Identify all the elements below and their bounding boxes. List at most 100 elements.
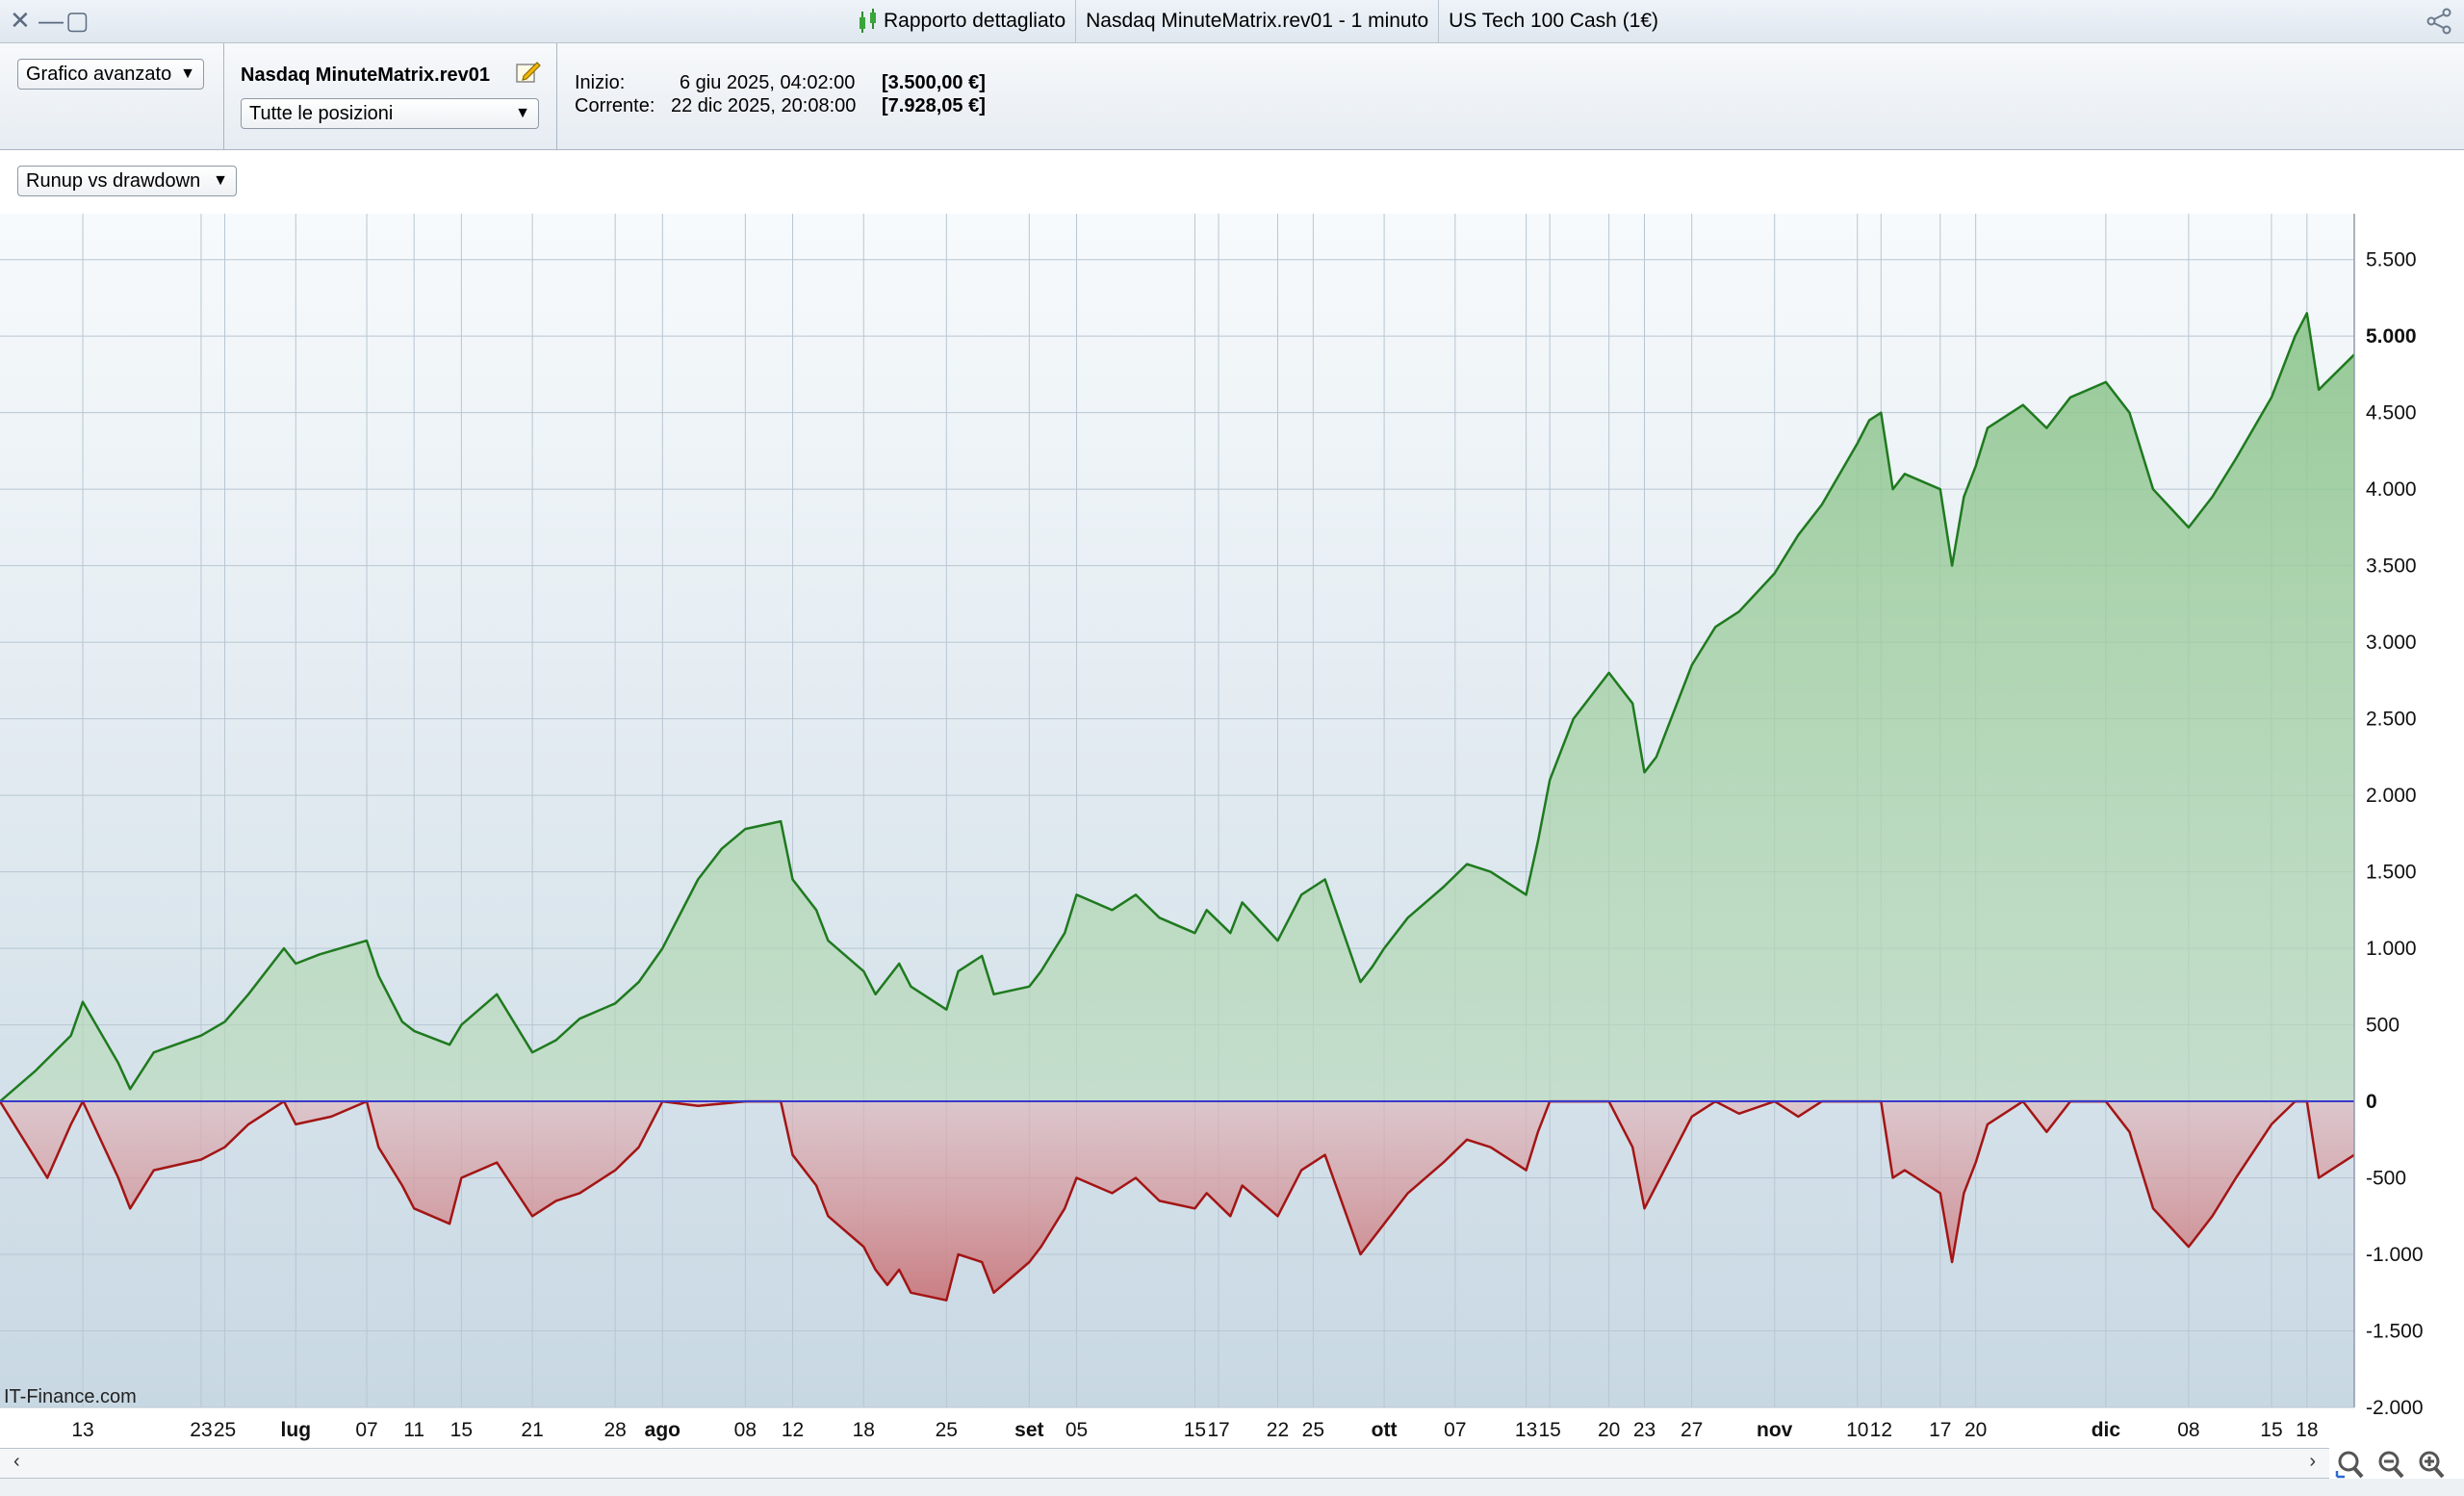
x-tick-label: 07 <box>1444 1419 1466 1441</box>
title-bar: ✕ — ▢ Rapporto dettagliato Nasdaq Minute… <box>0 0 2464 43</box>
x-tick-label: 15 <box>2260 1419 2282 1441</box>
y-tick-label: 1.000 <box>2366 938 2417 960</box>
x-tick-label: 17 <box>1207 1419 1229 1441</box>
x-tick-label: ago <box>645 1419 680 1441</box>
x-tick-label: 15 <box>1539 1419 1561 1441</box>
tab-label: Nasdaq MinuteMatrix.rev01 - 1 minuto <box>1086 10 1429 32</box>
minimize-window-icon[interactable]: — <box>38 6 64 35</box>
x-tick-label: 08 <box>734 1419 757 1441</box>
strategy-name: Nasdaq MinuteMatrix.rev01 <box>241 64 490 86</box>
chart-mode-select-value: Runup vs drawdown <box>26 170 201 192</box>
y-tick-label: 5.500 <box>2366 249 2417 271</box>
horizontal-scrollbar[interactable]: ‹ › <box>0 1448 2329 1479</box>
y-tick-label: 5.000 <box>2366 325 2417 348</box>
y-tick-label: 500 <box>2366 1015 2400 1037</box>
y-tick-label: -500 <box>2366 1168 2406 1190</box>
x-tick-label: 23 <box>1633 1419 1656 1441</box>
y-axis-labels: 5.500 5.000 4.500 4.000 3.500 3.000 2.500 2.000… <box>2366 249 2424 1419</box>
report-header: Grafico avanzato ▼ Nasdaq MinuteMatrix.r… <box>0 43 2464 150</box>
x-tick-label: 25 <box>936 1419 958 1441</box>
scroll-left-icon[interactable]: ‹ <box>13 1451 20 1472</box>
x-tick-label: 13 <box>71 1419 93 1441</box>
x-tick-label: 12 <box>782 1419 804 1441</box>
x-tick-label: ott <box>1372 1419 1398 1441</box>
share-icon[interactable] <box>2426 8 2452 35</box>
zoom-out-icon[interactable] <box>2374 1448 2408 1481</box>
x-tick-label: set <box>1014 1419 1043 1441</box>
chevron-down-icon: ▼ <box>515 105 530 121</box>
positions-select[interactable]: Tutte le posizioni ▼ <box>241 98 539 129</box>
title-tabs: Rapporto dettagliato Nasdaq MinuteMatrix… <box>847 0 1668 42</box>
x-tick-label: 12 <box>1870 1419 1892 1441</box>
x-tick-label: 23 <box>190 1419 212 1441</box>
drawdown-line <box>0 1099 2355 1302</box>
x-tick-label: 18 <box>853 1419 875 1441</box>
scroll-right-icon[interactable]: › <box>2309 1451 2316 1472</box>
current-date: 22 dic 2025, 20:08:00 <box>671 95 857 116</box>
x-tick-label: 20 <box>1598 1419 1620 1441</box>
x-tick-label: 27 <box>1681 1419 1703 1441</box>
x-tick-label: 28 <box>603 1419 626 1441</box>
x-axis-labels: 13 23 25 lug 07 11 15 21 28 ago 08 12 18 25 set 05 15 17 2… <box>71 1419 2318 1441</box>
x-tick-label: 05 <box>1065 1419 1088 1441</box>
y-tick-label: 3.000 <box>2366 632 2417 654</box>
tab-strategy[interactable]: Nasdaq MinuteMatrix.rev01 - 1 minuto <box>1076 0 1440 42</box>
chevron-down-icon: ▼ <box>213 172 228 189</box>
x-tick-label: 08 <box>2177 1419 2199 1441</box>
y-tick-label: 2.000 <box>2366 785 2417 807</box>
x-tick-label: 17 <box>1929 1419 1951 1441</box>
x-tick-label: nov <box>1757 1419 1793 1441</box>
current-label: Corrente: <box>575 95 655 116</box>
x-tick-label: 11 <box>403 1419 424 1441</box>
x-tick-label: 13 <box>1515 1419 1537 1441</box>
x-tick-label: 10 <box>1846 1419 1868 1441</box>
x-tick-label: lug <box>281 1419 312 1441</box>
x-tick-label: 20 <box>1964 1419 1987 1441</box>
runup-line <box>0 312 2355 1103</box>
x-tick-label: 25 <box>1302 1419 1324 1441</box>
edit-pencil-icon[interactable] <box>514 57 543 86</box>
y-tick-label: -1.000 <box>2366 1244 2424 1266</box>
drawdown-area <box>0 1101 2354 1301</box>
start-date: 6 giu 2025, 04:02:00 <box>680 72 856 93</box>
runup-area <box>0 313 2354 1102</box>
chevron-down-icon: ▼ <box>180 65 195 82</box>
y-tick-label: 4.000 <box>2366 478 2417 501</box>
divider <box>223 43 224 149</box>
y-tick-label: -1.500 <box>2366 1321 2424 1343</box>
tab-label: Rapporto dettagliato <box>884 10 1066 32</box>
x-tick-label: 15 <box>1184 1419 1206 1441</box>
y-tick-label: 3.500 <box>2366 555 2417 578</box>
candlestick-icon <box>860 9 876 34</box>
zoom-fit-icon[interactable] <box>2333 1448 2368 1481</box>
x-tick-label: 25 <box>214 1419 236 1441</box>
x-tick-label: 15 <box>450 1419 473 1441</box>
watermark: IT-Finance.com <box>4 1386 137 1407</box>
positions-select-value: Tutte le posizioni <box>249 103 394 124</box>
y-tick-label: 1.500 <box>2366 862 2417 884</box>
start-equity: [3.500,00 €] <box>882 72 986 93</box>
status-bar <box>0 1479 2464 1496</box>
runup-drawdown-chart[interactable]: 5.500 5.000 4.500 4.000 3.500 3.000 2.500 2.000… <box>0 214 2464 1446</box>
view-select-value: Grafico avanzato <box>26 64 172 85</box>
tab-label: US Tech 100 Cash (1€) <box>1449 10 1659 32</box>
close-window-icon[interactable]: ✕ <box>10 6 31 35</box>
view-select[interactable]: Grafico avanzato ▼ <box>17 59 204 90</box>
y-tick-label: 0 <box>2366 1091 2377 1113</box>
x-tick-label: 21 <box>521 1419 543 1441</box>
start-label: Inizio: <box>575 72 626 93</box>
zoom-in-icon[interactable] <box>2414 1448 2449 1481</box>
tab-instrument[interactable]: US Tech 100 Cash (1€) <box>1439 0 1668 42</box>
series-layer <box>0 312 2355 1302</box>
y-tick-label: 2.500 <box>2366 709 2417 731</box>
x-tick-label: 22 <box>1267 1419 1289 1441</box>
y-tick-label: 4.500 <box>2366 402 2417 425</box>
tab-detailed-report[interactable]: Rapporto dettagliato <box>847 0 1077 42</box>
x-tick-label: dic <box>2092 1419 2121 1441</box>
current-equity: [7.928,05 €] <box>882 95 986 116</box>
x-tick-label: 07 <box>355 1419 377 1441</box>
chart-mode-select[interactable]: Runup vs drawdown ▼ <box>17 166 237 196</box>
x-tick-label: 18 <box>2296 1419 2318 1441</box>
maximize-window-icon[interactable]: ▢ <box>65 6 90 35</box>
y-tick-label: -2.000 <box>2366 1397 2424 1419</box>
